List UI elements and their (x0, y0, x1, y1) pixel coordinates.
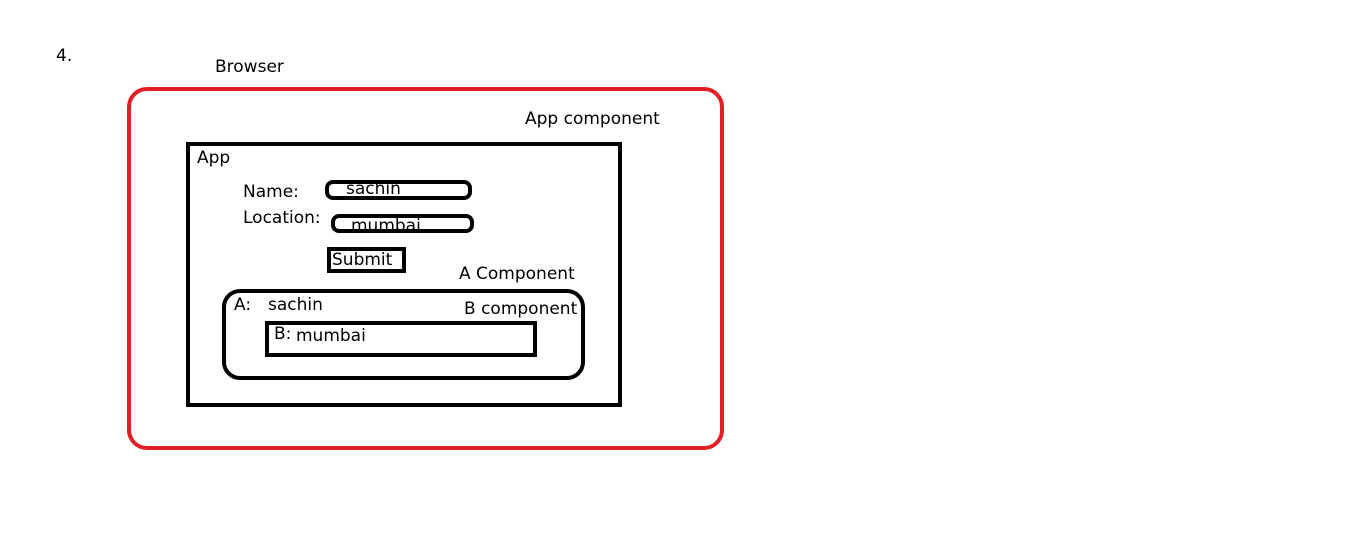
browser-frame (127, 87, 724, 450)
location-input-value: mumbai (351, 216, 421, 233)
b-component-prefix: B: (274, 324, 292, 344)
submit-button[interactable]: Submit (327, 247, 406, 273)
step-number: 4. (56, 46, 73, 66)
name-label: Name: (243, 182, 299, 202)
a-component-frame (222, 289, 585, 380)
submit-button-label: Submit (332, 250, 393, 270)
a-component-value: sachin (268, 295, 323, 315)
app-frame (186, 142, 622, 407)
app-component-label: App component (525, 109, 660, 129)
name-input-value: sachin (346, 179, 401, 199)
location-label: Location: (243, 208, 321, 228)
b-component-value: mumbai (296, 326, 366, 346)
name-input[interactable] (325, 180, 472, 200)
a-component-label: A Component (459, 264, 575, 284)
browser-label: Browser (215, 57, 284, 77)
b-component-label: B component (464, 299, 578, 319)
app-title: App (197, 148, 231, 168)
b-component-frame (265, 321, 537, 357)
a-component-prefix: A: (234, 295, 252, 315)
location-input[interactable]: mumbai (331, 214, 474, 233)
